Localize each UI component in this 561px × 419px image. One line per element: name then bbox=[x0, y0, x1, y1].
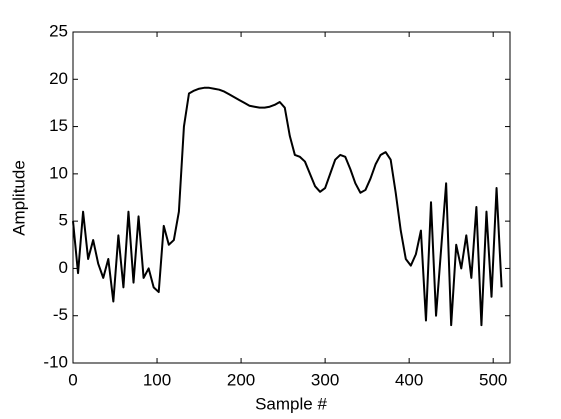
data-line bbox=[72, 86, 503, 327]
y-tick-label: -10 bbox=[43, 352, 68, 371]
y-tick-label: 10 bbox=[49, 163, 68, 182]
y-tick-label: 0 bbox=[59, 258, 68, 277]
y-tick-label: 25 bbox=[49, 21, 68, 40]
x-tick-label: 100 bbox=[143, 370, 171, 389]
x-axis-label: Sample # bbox=[255, 394, 327, 413]
x-tick-label: 400 bbox=[395, 370, 423, 389]
x-tick-label: 0 bbox=[68, 370, 77, 389]
x-tick-label: 200 bbox=[227, 370, 255, 389]
y-tick-label: -5 bbox=[53, 305, 68, 324]
y-tick-label: 20 bbox=[49, 69, 68, 88]
x-tick-label: 300 bbox=[311, 370, 339, 389]
x-tick-label: 500 bbox=[479, 370, 507, 389]
y-tick-label: 15 bbox=[49, 116, 68, 135]
y-tick-label: 5 bbox=[59, 211, 68, 230]
y-axis-label: Amplitude bbox=[9, 160, 28, 236]
plot-area bbox=[72, 31, 511, 364]
